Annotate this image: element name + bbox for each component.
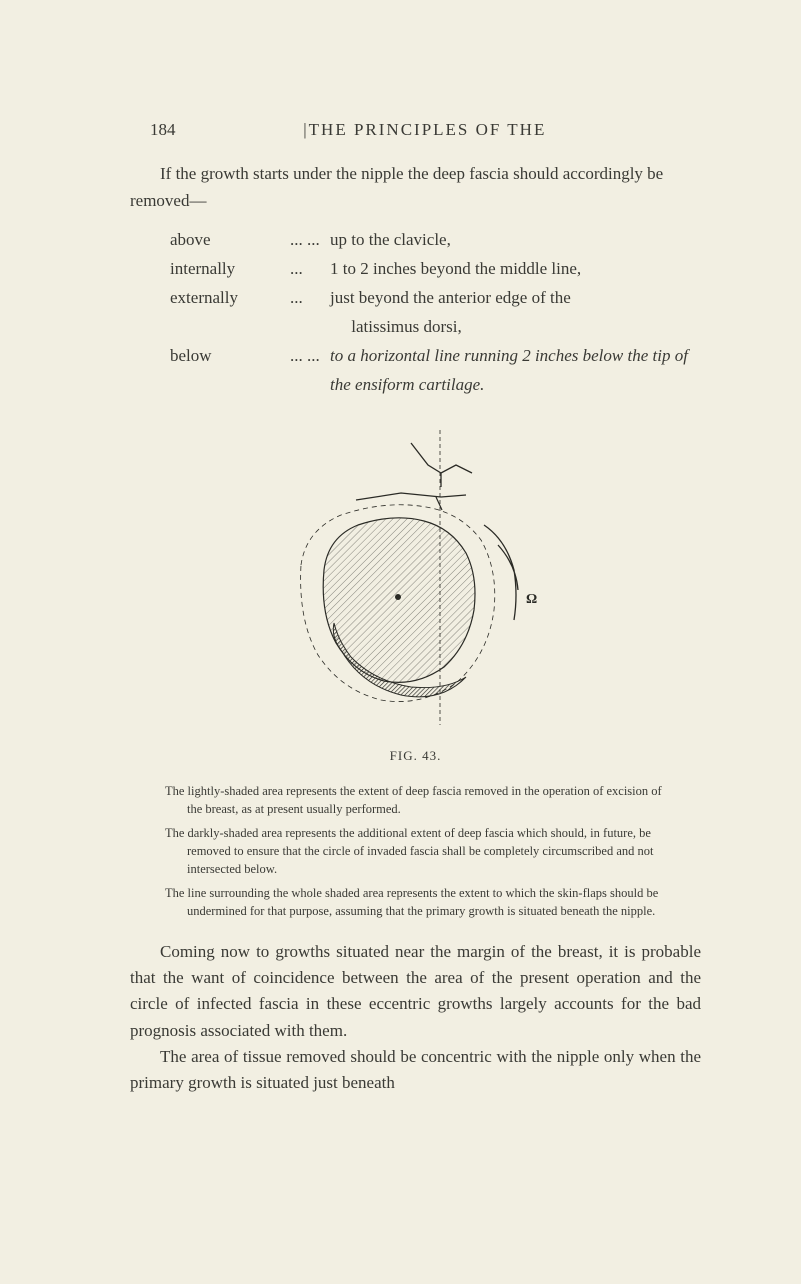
list-label <box>170 313 290 342</box>
list-row-externally-cont: latissimus dorsi, <box>170 313 701 342</box>
anatomical-figure: Ω <box>246 425 586 735</box>
list-def: latissimus dorsi, <box>330 313 701 342</box>
list-row-internally: internally ... 1 to 2 inches beyond the … <box>170 255 701 284</box>
list-dots: ... <box>290 284 330 313</box>
figure-label-icon: Ω <box>526 592 537 607</box>
list-dots <box>290 313 330 342</box>
definition-list: above ... ... up to the clavicle, intern… <box>170 226 701 399</box>
running-head: |THE PRINCIPLES OF THE <box>303 120 546 140</box>
paragraph-area-tissue: The area of tissue removed should be con… <box>130 1044 701 1097</box>
figure-notes: The lightly-shaded area represents the e… <box>165 782 666 921</box>
list-label: internally <box>170 255 290 284</box>
list-continuation: latissimus dorsi, <box>351 317 462 336</box>
paragraph-intro: If the growth starts under the nipple th… <box>130 160 701 214</box>
list-def: up to the clavicle, <box>330 226 701 255</box>
page-content: If the growth starts under the nipple th… <box>130 160 701 1097</box>
list-row-externally: externally ... just beyond the anterior … <box>170 284 701 313</box>
paragraph-coming-now: Coming now to growths situated near the … <box>130 939 701 1044</box>
list-label: below <box>170 342 290 400</box>
list-label: above <box>170 226 290 255</box>
list-dots: ... ... <box>290 342 330 400</box>
note-darkly-shaded: The darkly-shaded area represents the ad… <box>165 824 666 878</box>
list-row-below: below ... ... to a horizontal line runni… <box>170 342 701 400</box>
note-lightly-shaded: The lightly-shaded area represents the e… <box>165 782 666 818</box>
figure-caption: FIG. 43. <box>130 748 701 764</box>
list-dots: ... <box>290 255 330 284</box>
list-def-italic: to a horizontal line running 2 inches be… <box>330 342 701 400</box>
list-def: just beyond the anterior edge of the <box>330 284 701 313</box>
list-label: externally <box>170 284 290 313</box>
list-dots: ... ... <box>290 226 330 255</box>
note-line-surrounding: The line surrounding the whole shaded ar… <box>165 884 666 920</box>
figure-container: Ω <box>130 425 701 740</box>
page-number: 184 <box>150 120 176 140</box>
list-def: 1 to 2 inches beyond the middle line, <box>330 255 701 284</box>
list-row-above: above ... ... up to the clavicle, <box>170 226 701 255</box>
